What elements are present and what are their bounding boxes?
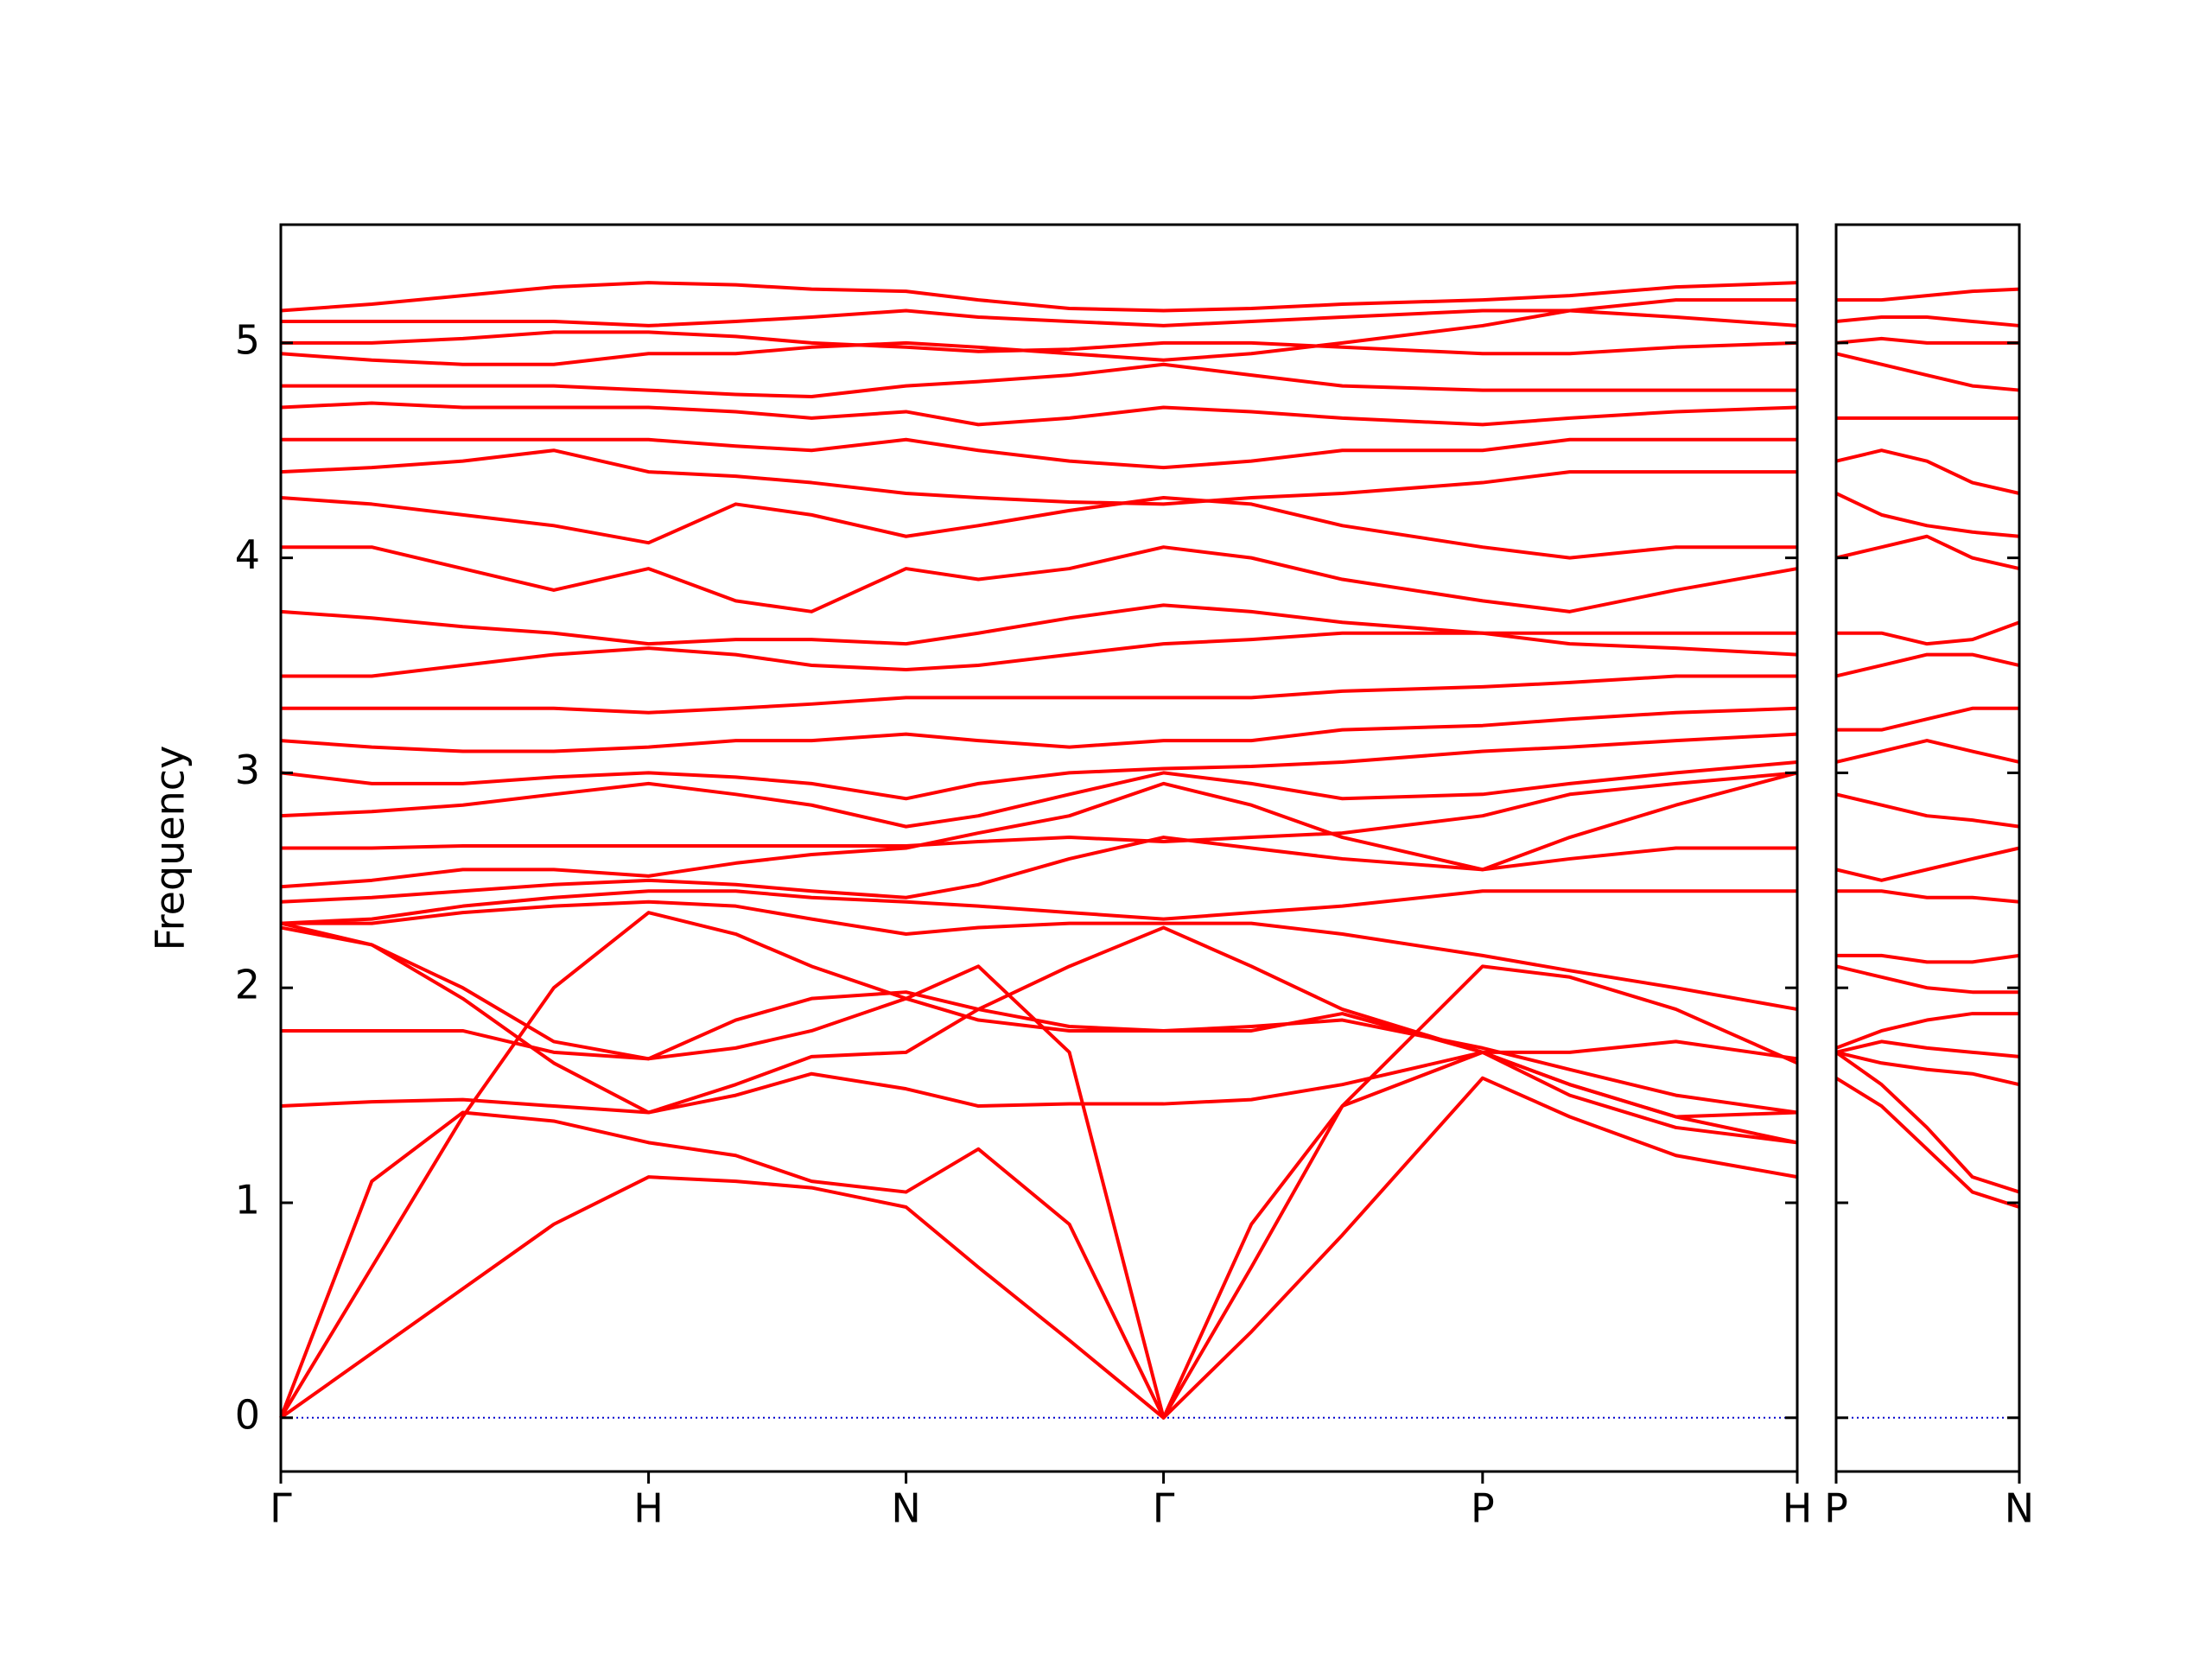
band-line <box>280 771 1798 889</box>
band-line <box>1836 706 2019 732</box>
band-line <box>1834 1051 2020 1194</box>
band-line <box>280 760 1798 829</box>
band-line <box>280 298 1797 366</box>
band-line <box>1836 620 2020 646</box>
x-tick-label: N <box>891 1485 920 1532</box>
band-line <box>280 889 1797 925</box>
band-line <box>1835 336 2019 345</box>
y-tick-label: 2 <box>235 962 260 1008</box>
x-tick-label: N <box>2005 1485 2034 1532</box>
band-line <box>1836 953 2020 964</box>
band-line <box>1835 534 2020 571</box>
band-line <box>280 732 1798 801</box>
band-line <box>1835 352 2020 392</box>
band-line <box>280 495 1797 560</box>
x-tick-label: P <box>1824 1485 1848 1532</box>
x-tick-label: H <box>633 1485 664 1532</box>
band-line <box>281 899 1798 1012</box>
y-tick-label: 5 <box>235 316 260 363</box>
x-tick-label: Γ <box>1153 1485 1175 1532</box>
band-line <box>279 1050 1798 1420</box>
band-line <box>281 674 1797 715</box>
band-line <box>1836 889 2020 904</box>
band-line <box>280 401 1798 427</box>
band-line <box>280 603 1797 646</box>
y-tick-label: 1 <box>235 1177 260 1224</box>
band-line <box>1836 287 2020 302</box>
band-line <box>281 362 1797 399</box>
band-line <box>281 545 1798 613</box>
band-line <box>280 448 1797 506</box>
band-line <box>280 836 1797 904</box>
band-line <box>1835 846 2020 882</box>
band-line <box>281 631 1798 678</box>
band-line <box>281 771 1798 850</box>
band-line <box>281 996 1798 1115</box>
y-tick-label: 3 <box>235 747 260 793</box>
band-line <box>279 911 1798 1420</box>
band-line <box>1835 1039 2020 1058</box>
x-tick-label: P <box>1471 1485 1495 1532</box>
band-line <box>1835 964 2019 995</box>
band-line <box>281 330 1798 356</box>
band-line <box>1835 448 2020 495</box>
x-tick-label: Γ <box>270 1485 292 1532</box>
band-line <box>1835 492 2020 538</box>
band-line <box>1835 652 2020 678</box>
y-tick-label: 4 <box>235 531 260 578</box>
band-line <box>280 921 1798 1061</box>
plot-frame <box>279 223 1799 1473</box>
band-line <box>1835 792 2020 829</box>
band-line <box>280 706 1798 753</box>
y-axis-label: Frequency <box>147 746 194 951</box>
plot-frame <box>1834 223 2021 1473</box>
band-line <box>1835 315 2020 327</box>
band-line <box>279 1076 1798 1420</box>
band-line <box>281 437 1797 470</box>
band-line <box>280 925 1798 1145</box>
band-line <box>1834 1077 2020 1209</box>
band-line <box>1835 1050 2020 1087</box>
band-line <box>280 281 1798 313</box>
band-line <box>1835 739 2020 764</box>
y-tick-label: 0 <box>235 1391 260 1438</box>
band-line <box>1835 1012 2019 1050</box>
band-line <box>281 308 1798 327</box>
x-tick-label: H <box>1783 1485 1813 1532</box>
